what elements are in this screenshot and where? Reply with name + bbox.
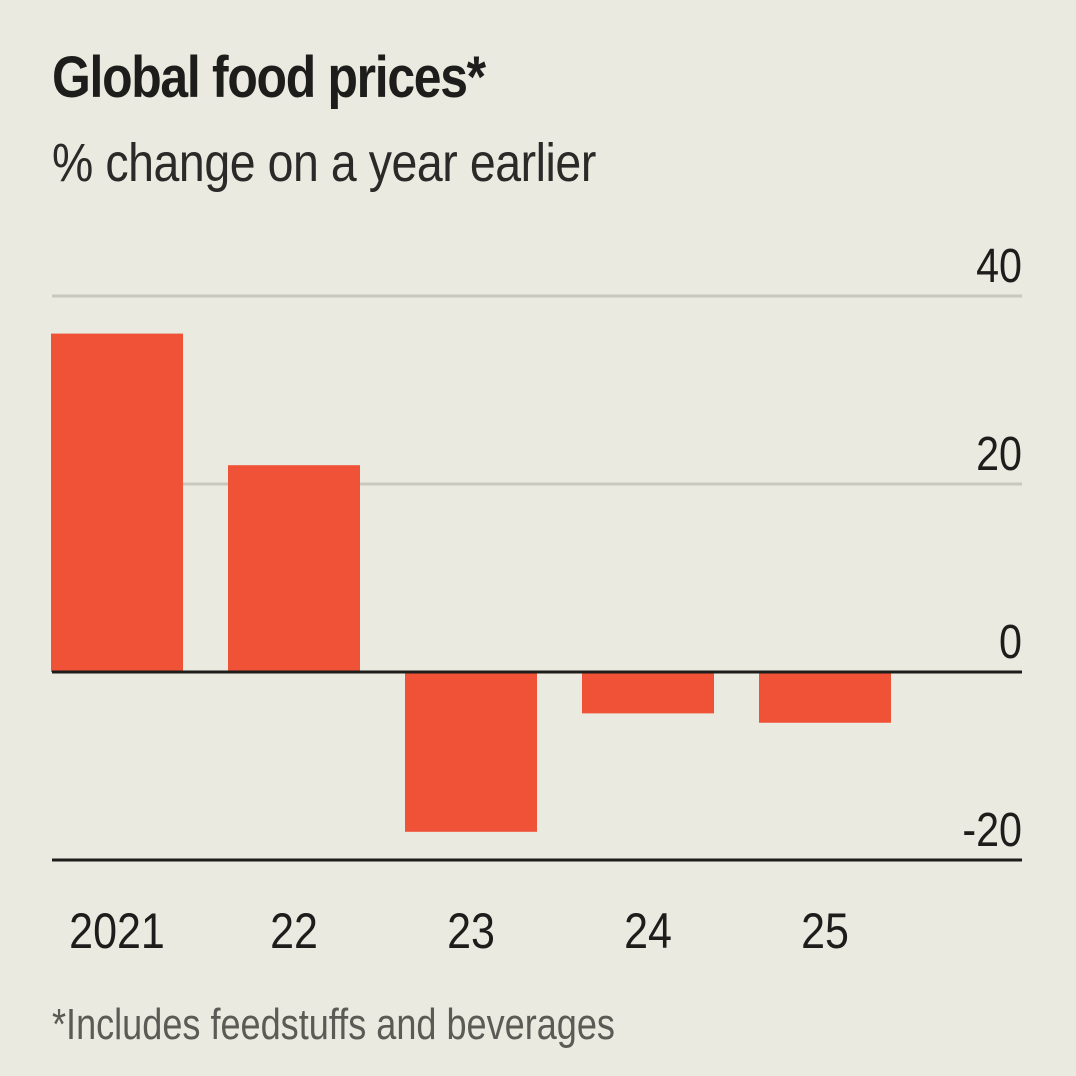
x-tick-label: 22 bbox=[270, 903, 318, 959]
bar-23 bbox=[405, 672, 537, 832]
x-tick-labels: 2021 22 23 24 25 bbox=[69, 903, 849, 959]
chart-subtitle: % change on a year earlier bbox=[52, 133, 596, 193]
bar-25 bbox=[759, 672, 891, 723]
bar-24 bbox=[582, 672, 714, 714]
chart-title: Global food prices* bbox=[52, 45, 486, 110]
y-tick-label: 0 bbox=[999, 615, 1022, 669]
y-tick-label: 20 bbox=[976, 427, 1022, 481]
axes bbox=[52, 670, 1022, 862]
y-tick-labels: 40 20 0 -20 bbox=[962, 239, 1022, 857]
y-tick-label: -20 bbox=[962, 803, 1022, 857]
x-tick-label: 2021 bbox=[69, 903, 165, 959]
x-tick-label: 24 bbox=[624, 903, 672, 959]
bar-22 bbox=[228, 465, 360, 672]
x-tick-label: 23 bbox=[447, 903, 495, 959]
y-tick-label: 40 bbox=[976, 239, 1022, 293]
footnote: *Includes feedstuffs and beverages bbox=[52, 1000, 615, 1049]
bars bbox=[51, 333, 891, 832]
gridlines bbox=[52, 294, 1022, 486]
bar-2021 bbox=[51, 333, 183, 672]
x-tick-label: 25 bbox=[801, 903, 849, 959]
